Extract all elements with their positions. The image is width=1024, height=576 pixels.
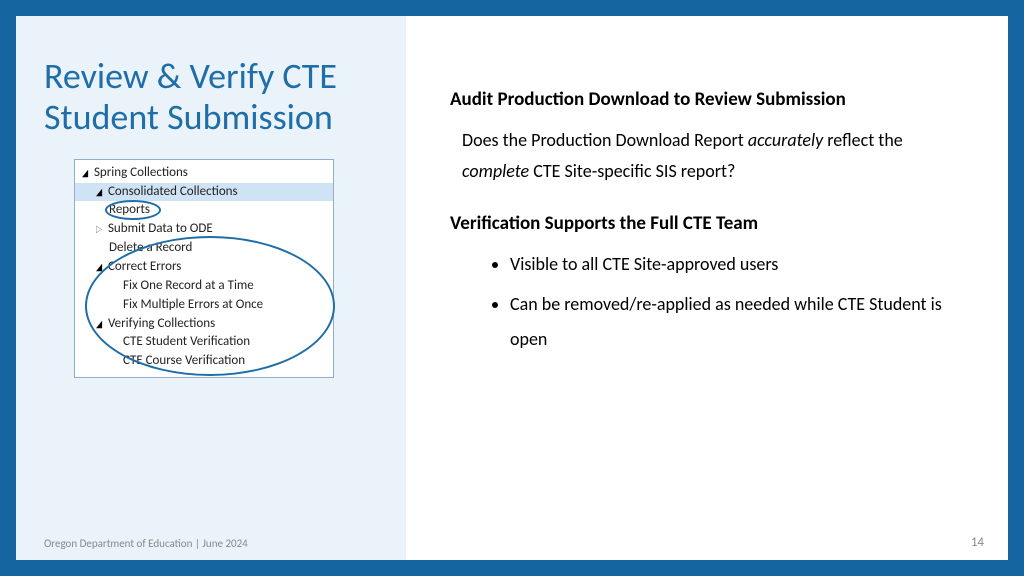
body-text-emphasis: accurately <box>748 129 823 151</box>
tree-row-root: ◢ Spring Collections <box>81 164 327 183</box>
tree-arrow-icon: ◢ <box>96 185 104 200</box>
content-heading-2: Verification Supports the Full CTE Team <box>450 212 964 235</box>
tree-label: Consolidated Collections <box>108 184 238 199</box>
tree-label: Spring Collections <box>94 165 188 180</box>
content-body-1: Does the Production Download Report accu… <box>450 125 964 186</box>
content-heading-1: Audit Production Download to Review Subm… <box>450 88 964 111</box>
body-text-part: Does the Production Download Report <box>462 129 748 151</box>
body-text-emphasis: complete <box>462 160 529 182</box>
tree-navigation-screenshot: ◢ Spring Collections ◢ Consolidated Coll… <box>74 159 334 378</box>
body-text-part: reflect the <box>823 129 903 151</box>
tree-arrow-icon: ▷ <box>96 222 104 237</box>
tree-label: Submit Data to ODE <box>108 221 213 236</box>
annotation-circle-reports <box>105 200 161 220</box>
bullet-item: Can be removed/re-applied as needed whil… <box>510 287 964 355</box>
left-panel: Review & Verify CTE Student Submission ◢… <box>16 16 406 560</box>
tree-arrow-icon: ◢ <box>82 166 90 181</box>
right-panel: Audit Production Download to Review Subm… <box>406 16 1008 560</box>
slide-title: Review & Verify CTE Student Submission <box>44 56 378 139</box>
bullet-item: Visible to all CTE Site-approved users <box>510 247 964 281</box>
footer-left: Oregon Department of Education | June 20… <box>44 537 248 550</box>
bullet-list: Visible to all CTE Site-approved users C… <box>450 247 964 356</box>
body-text-part: CTE Site-specific SIS report? <box>529 160 735 182</box>
page-number: 14 <box>971 535 984 550</box>
annotation-circle-large <box>85 236 335 376</box>
tree-row-consolidated: ◢ Consolidated Collections <box>75 183 333 202</box>
slide: Review & Verify CTE Student Submission ◢… <box>16 16 1008 560</box>
